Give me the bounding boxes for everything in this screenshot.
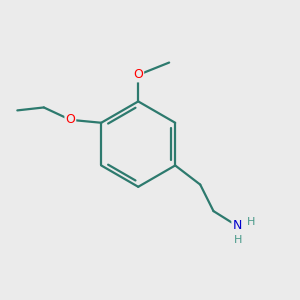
Text: H: H bbox=[247, 217, 255, 227]
Text: O: O bbox=[133, 68, 143, 81]
Text: H: H bbox=[234, 235, 243, 245]
Text: N: N bbox=[232, 219, 242, 232]
Text: O: O bbox=[65, 113, 75, 126]
